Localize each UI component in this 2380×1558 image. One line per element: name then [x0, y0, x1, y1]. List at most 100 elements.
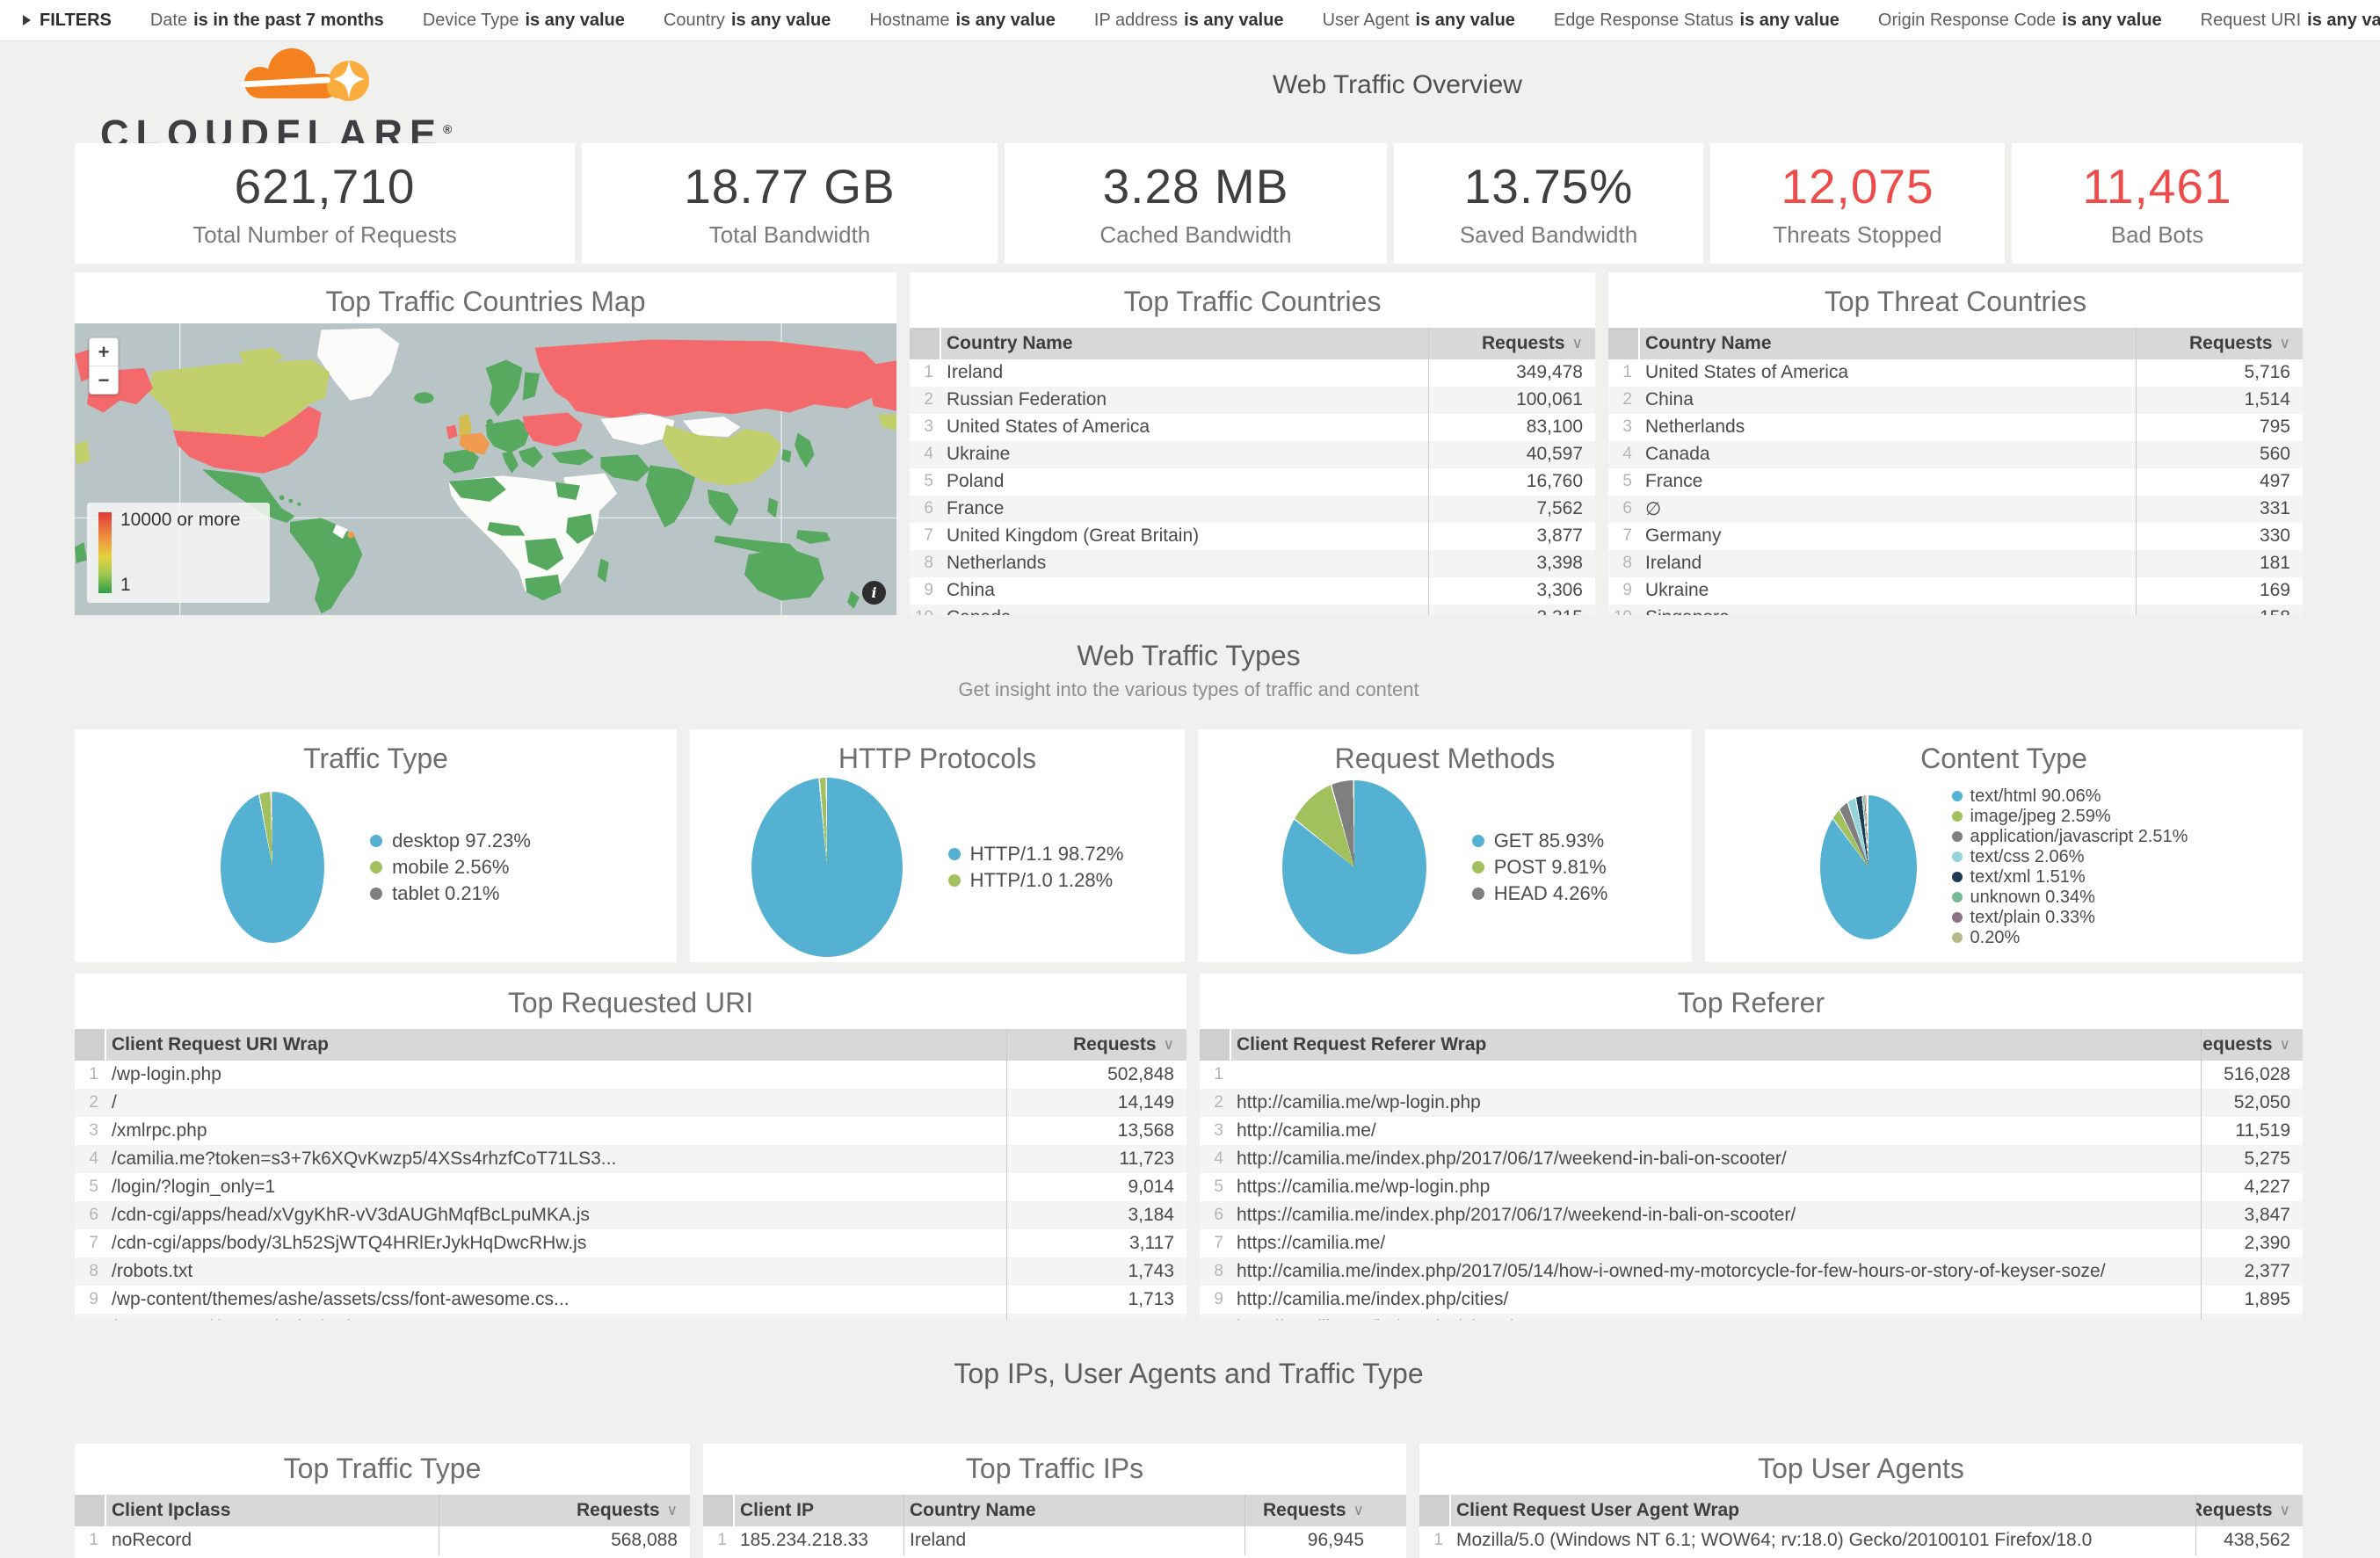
table-cell: 11,723 — [1006, 1144, 1186, 1173]
table-cell: United States of America — [947, 417, 1150, 438]
panel-title: Top Traffic Type — [283, 1453, 482, 1484]
table-header: Client Request User Agent Wrap Requests ∨ — [1419, 1494, 2303, 1526]
table-cell: 1,672 — [1006, 1313, 1186, 1320]
table-row: 4 Ukraine 40,597 — [910, 440, 1595, 468]
request-methods-pie-chart[interactable] — [1281, 779, 1426, 954]
filter-item[interactable]: Hostname is any value — [869, 11, 1056, 31]
top-referer-table: Client Request Referer Wrap Requests∨ 1 516… — [1200, 1028, 2303, 1320]
legend-item: HTTP/1.1 98.72% — [947, 841, 1123, 867]
table-row: 7 Germany 330 — [1608, 522, 2303, 550]
sort-chevron-icon: ∨ — [1353, 1501, 1364, 1518]
table-cell: France — [1645, 471, 1703, 492]
row-number: 10 — [1200, 1318, 1231, 1320]
kpi-threats-stopped: 12,075 Threats Stopped — [1710, 143, 2005, 264]
cloudflare-cloud-icon — [241, 48, 369, 101]
table-header: Client IP Country Name Requests ∨ — [703, 1494, 1406, 1526]
column-header-requests[interactable]: Requests∨ — [1244, 1494, 1376, 1526]
row-number: 4 — [924, 445, 933, 464]
table-header: Client Request Referer Wrap Requests∨ — [1200, 1028, 2303, 1061]
table-cell: 52,050 — [2201, 1088, 2303, 1117]
row-number: 2 — [1622, 390, 1632, 409]
sort-chevron-icon: ∨ — [666, 1501, 678, 1518]
registered-mark: ® — [442, 122, 453, 136]
legend-min-label: 1 — [120, 575, 131, 595]
column-header-requests[interactable]: Requests∨ — [1428, 327, 1595, 359]
legend-item: text/plain 0.33% — [1951, 908, 2188, 928]
filter-bar: FILTERS Date is in the past 7 months Devic… — [0, 0, 2380, 41]
table-cell: 3,184 — [1006, 1200, 1186, 1229]
legend-label: HTTP/1.0 1.28% — [969, 868, 1114, 891]
filter-item[interactable]: Edge Response Status is any value — [1554, 11, 1839, 31]
filter-condition: is any value — [1415, 10, 1515, 30]
table-cell: 3,847 — [2201, 1200, 2303, 1229]
row-number: 6 — [1214, 1205, 1223, 1224]
kpi-saved-bandwidth: 13.75% Saved Bandwidth — [1394, 143, 1703, 264]
top-threat-countries-table: Country Name Requests ∨ 1 United States of A… — [1608, 327, 2303, 615]
column-header-requests[interactable]: Requests∨ — [2201, 1028, 2303, 1061]
filter-field: User Agent — [1322, 10, 1410, 30]
pie-title: Request Methods — [1334, 743, 1556, 774]
table-cell: Mozilla/5.0 (Windows NT 6.1; WOW64; rv:1… — [1456, 1530, 2093, 1551]
table-row: 1/wp-login.php 502,848 — [75, 1060, 1186, 1089]
table-cell: http://camilia.me/index.php/2017/05/14/h… — [1237, 1260, 2106, 1281]
table-cell: 438,562 — [2195, 1525, 2303, 1555]
table-cell: 1,713 — [1006, 1285, 1186, 1314]
content-type-legend: text/html 90.06% image/jpeg 2.59% applicat… — [1951, 786, 2188, 948]
filter-item[interactable]: Device Type is any value — [423, 11, 625, 31]
sort-chevron-icon: ∨ — [2279, 1035, 2290, 1053]
top-user-agents-table: Client Request User Agent Wrap Requests ∨ 1… — [1419, 1494, 2303, 1555]
http-protocols-pie-chart[interactable] — [751, 777, 903, 957]
filter-condition: is any value — [2307, 10, 2380, 30]
table-cell: 330 — [2136, 522, 2303, 550]
panel-title: Top Requested URI — [507, 987, 754, 1018]
filter-condition: is any value — [1184, 10, 1284, 30]
table-cell: 169 — [2136, 576, 2303, 605]
row-number: 5 — [89, 1177, 98, 1196]
table-cell: 2,377 — [2201, 1257, 2303, 1286]
row-number: 9 — [89, 1289, 98, 1308]
world-map[interactable]: + − 10000 or more 1 i — [75, 323, 896, 615]
top-traffic-type-table: Client Ipclass Requests ∨ 1 noRecord 568,088 — [75, 1494, 690, 1555]
legend-dot-icon — [1951, 912, 1963, 923]
filter-item[interactable]: Origin Response Code is any value — [1878, 11, 2162, 31]
row-number: 5 — [1214, 1177, 1223, 1196]
row-number: 10 — [75, 1318, 106, 1320]
legend-dot-icon — [947, 873, 961, 887]
filter-item[interactable]: Date is in the past 7 months — [150, 11, 384, 31]
top-requested-uri-table: Client Request URI Wrap Requests ∨ 1/wp-log… — [75, 1028, 1186, 1320]
legend-item: POST 9.81% — [1471, 854, 1608, 880]
filter-item[interactable]: User Agent is any value — [1323, 11, 1515, 31]
content-type-pie-chart[interactable] — [1819, 794, 1917, 939]
filters-toggle[interactable]: FILTERS — [23, 11, 112, 31]
row-number-header — [75, 1494, 106, 1526]
column-header-requests[interactable]: Requests∨ — [2195, 1494, 2303, 1526]
row-number: 6 — [89, 1205, 98, 1224]
kpi-label: Saved Bandwidth — [1459, 221, 1638, 248]
kpi-label: Bad Bots — [2110, 221, 2204, 248]
page-title: Web Traffic Overview — [1273, 70, 1522, 99]
column-header-requests[interactable]: Requests∨ — [2136, 327, 2303, 359]
kpi-total-bandwidth: 18.77 GB Total Bandwidth — [582, 143, 998, 264]
map-info-icon[interactable]: i — [862, 581, 886, 605]
filter-item[interactable]: IP address is any value — [1094, 11, 1284, 31]
legend-item: GET 85.93% — [1471, 828, 1608, 854]
row-number: 7 — [1214, 1233, 1223, 1252]
traffic-type-pie-chart[interactable] — [221, 791, 325, 943]
table-row: 7/cdn-cgi/apps/body/3Lh52SjWTQ4HRlErJykH… — [75, 1228, 1186, 1257]
table-cell: 9,014 — [1006, 1172, 1186, 1201]
filter-item[interactable]: Country is any value — [664, 11, 831, 31]
zoom-out-button[interactable]: − — [90, 366, 118, 394]
table-row: 8/robots.txt 1,743 — [75, 1257, 1186, 1286]
legend-item: 0.20% — [1951, 928, 2188, 948]
column-header-requests[interactable]: Requests∨ — [439, 1494, 690, 1526]
legend-item: text/css 2.06% — [1951, 847, 2188, 867]
content-type-pie-card: Content Type text/html 90.06% image/jpeg … — [1705, 729, 2303, 962]
zoom-in-button[interactable]: + — [98, 340, 110, 363]
kpi-value: 11,461 — [2082, 159, 2232, 214]
row-number: 1 — [1214, 1064, 1223, 1083]
row-number: 5 — [924, 472, 933, 491]
column-header-requests[interactable]: Requests∨ — [1006, 1028, 1186, 1061]
table-row: 10Canada3,315 — [910, 604, 1595, 615]
table-row: 6 France 7,562 — [910, 495, 1595, 523]
